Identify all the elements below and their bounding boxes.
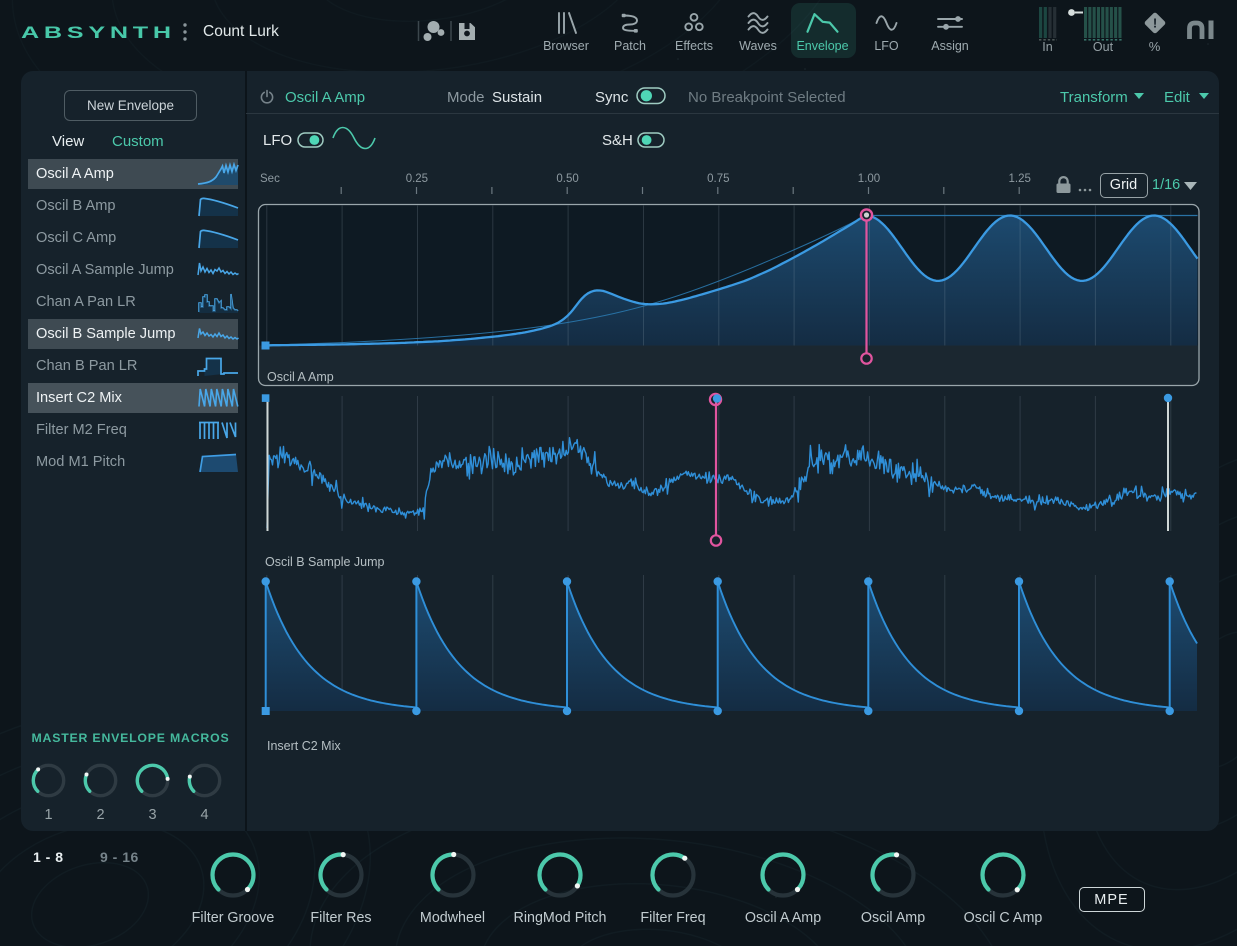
svg-text:Oscil A Amp: Oscil A Amp — [267, 370, 334, 384]
svg-text:Insert C2 Mix: Insert C2 Mix — [267, 739, 341, 753]
svg-text:!: ! — [1153, 16, 1157, 31]
svg-text:Oscil B Sample Jump: Oscil B Sample Jump — [265, 555, 385, 569]
